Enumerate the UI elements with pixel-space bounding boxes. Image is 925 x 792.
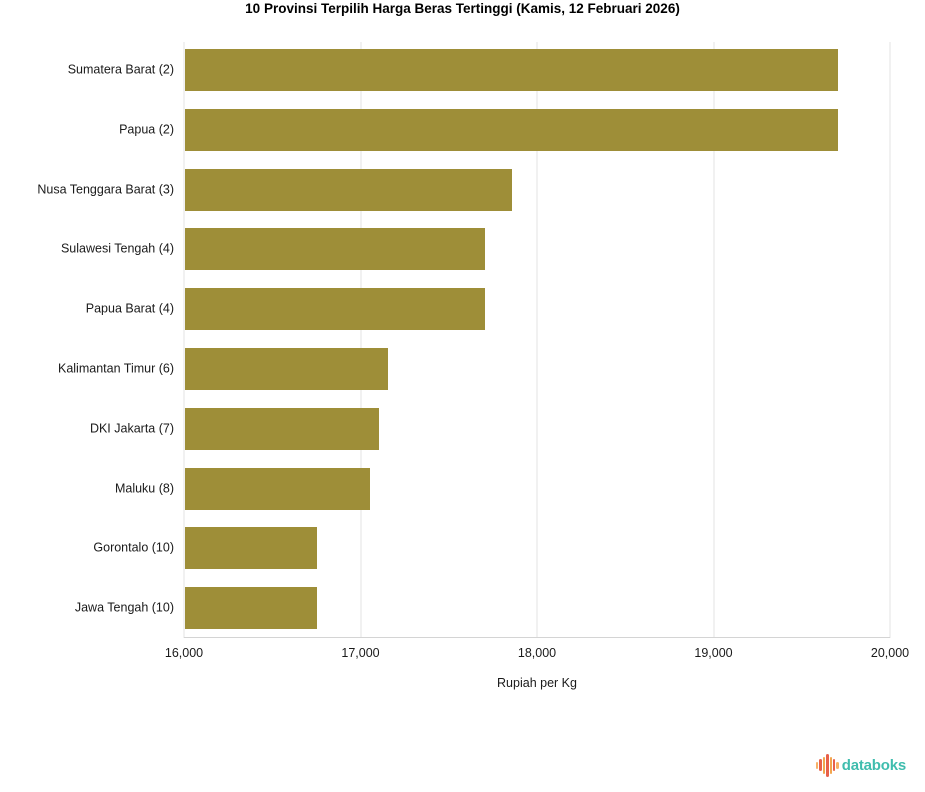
category-label: Sumatera Barat (2) — [67, 62, 174, 77]
bar — [185, 228, 486, 271]
x-axis-title: Rupiah per Kg — [497, 676, 577, 690]
category-label: DKI Jakarta (7) — [89, 421, 174, 436]
category-label: Jawa Tengah (10) — [74, 600, 174, 615]
gridline — [889, 42, 891, 638]
gridline — [713, 42, 714, 638]
bar — [185, 288, 486, 331]
gridline — [360, 42, 361, 638]
bar — [185, 108, 839, 151]
x-axis-line — [184, 637, 890, 638]
x-axis-tick-labels: 16,000 17,000 18,000 19,000 20,000 — [165, 646, 909, 662]
x-tick-label: 20,000 — [870, 646, 910, 660]
databoks-wordmark: databoks — [841, 756, 906, 774]
x-tick-label: 18,000 — [517, 646, 557, 660]
category-label: Maluku (8) — [114, 481, 174, 495]
category-label: Papua (2) — [119, 122, 174, 137]
category-label: Gorontalo (10) — [93, 540, 174, 555]
bar-series — [184, 40, 890, 638]
bar — [185, 347, 388, 390]
bar — [185, 48, 839, 91]
category-label: Kalimantan Timur (6) — [57, 361, 174, 376]
bar — [185, 168, 512, 211]
bar — [185, 587, 318, 630]
chart-title: 10 Provinsi Terpilih Harga Beras Terting… — [245, 1, 680, 16]
y-axis-category-labels: Sumatera Barat (2) Papua (2) Nusa Tenggara… — [0, 40, 178, 638]
bar — [185, 527, 318, 570]
x-tick-label: 17,000 — [341, 646, 380, 660]
gridline — [536, 42, 538, 638]
plot-area — [183, 40, 891, 638]
category-label: Sulawesi Tengah (4) — [60, 241, 174, 256]
bar — [185, 467, 371, 510]
category-label: Nusa Tenggara Barat (3) — [37, 182, 174, 196]
gridline — [183, 42, 185, 638]
bar — [185, 407, 380, 450]
databoks-pulse-icon — [816, 753, 839, 777]
x-tick-label: 19,000 — [694, 646, 733, 660]
databoks-logo: databoks — [816, 753, 906, 777]
category-label: Papua Barat (4) — [85, 301, 174, 316]
x-tick-label: 16,000 — [164, 646, 204, 660]
